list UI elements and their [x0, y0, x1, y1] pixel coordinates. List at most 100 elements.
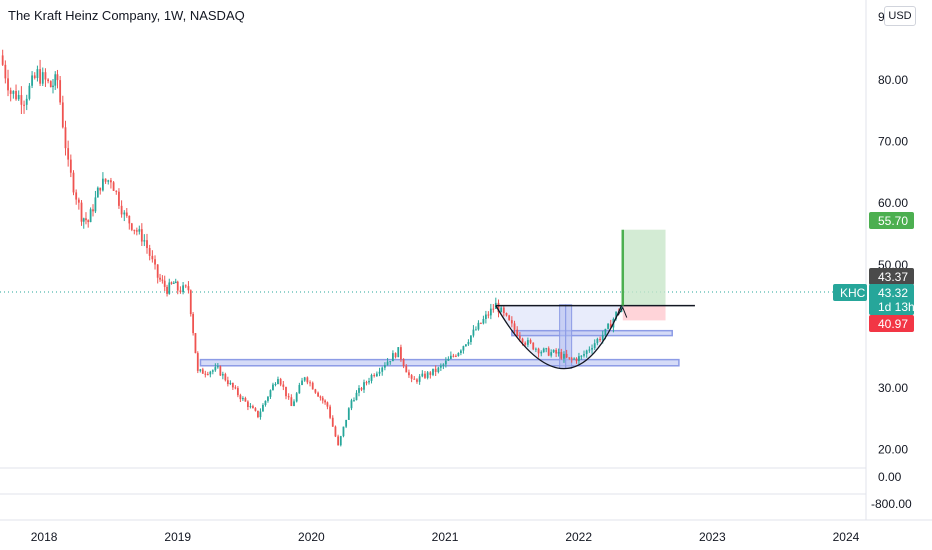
candle-body [487, 314, 490, 316]
candle-body [526, 340, 529, 345]
candle-body [607, 323, 609, 329]
candle-body [115, 190, 118, 192]
price-tick-label: 60.00 [878, 196, 908, 210]
cup-curve [495, 305, 623, 370]
candle-body [99, 187, 102, 191]
candle-body [459, 350, 462, 353]
candle-body [345, 419, 348, 427]
candle-body [524, 342, 527, 345]
candle-body [591, 348, 593, 350]
candle-body [295, 393, 298, 402]
time-marker-band [559, 304, 567, 369]
candle-body [274, 383, 277, 385]
bar-countdown-label: 1d 13h [878, 300, 915, 314]
candle-body [206, 374, 209, 376]
candle-body [326, 402, 329, 407]
candle-body [604, 328, 607, 336]
candle-body [410, 375, 413, 379]
candle-body [408, 372, 410, 376]
candle-body [588, 349, 591, 351]
time-tick-label: 2018 [31, 530, 58, 544]
candle-body [23, 104, 25, 106]
candle-body [449, 355, 452, 359]
candle-body [257, 410, 259, 418]
candle-body [12, 90, 15, 94]
candle-body [497, 302, 500, 313]
candle-body [437, 367, 440, 373]
candle-body [279, 379, 282, 385]
indicator-tick-label: -800.00 [871, 497, 912, 511]
svg-text:55.70: 55.70 [878, 214, 908, 228]
candle-body [231, 382, 234, 388]
candle-body [442, 364, 445, 366]
candle-body [418, 376, 421, 382]
candle-body [49, 81, 52, 88]
candle-body [59, 80, 62, 103]
candle-body [542, 348, 545, 353]
candle-body [244, 398, 247, 402]
time-tick-label: 2019 [164, 530, 191, 544]
candle-body [252, 406, 254, 409]
candle-body [334, 426, 337, 437]
candle-body [214, 367, 217, 371]
candle-body [209, 371, 212, 375]
time-axis: 2018 2019 2020 2021 2022 2023 2024 [31, 530, 860, 544]
candle-body [72, 172, 75, 193]
candle-body [329, 406, 331, 418]
symbol-badge-label: KHC [840, 286, 866, 300]
candle-body [416, 379, 418, 382]
candle-body [583, 354, 585, 356]
last-price-label: 43.32 [878, 286, 908, 300]
candle-body [370, 375, 373, 381]
candle-body [319, 396, 322, 398]
candle-body [392, 353, 394, 362]
candle-body [120, 205, 123, 215]
candle-body [163, 280, 166, 287]
candle-body [254, 408, 257, 411]
candle-body [52, 85, 54, 88]
support-zone [199, 358, 680, 367]
candle-body [378, 371, 381, 374]
entry-price-tag: 43.37 [869, 268, 914, 285]
candle-body [400, 347, 402, 360]
candle-body [264, 400, 267, 405]
candle-body [615, 311, 617, 319]
candle-body [221, 374, 224, 376]
support-zone [511, 329, 673, 337]
candle-body [405, 366, 408, 373]
candle-body [484, 314, 487, 320]
candle-body [601, 335, 604, 341]
candle-body [259, 411, 262, 418]
candle-body [389, 361, 392, 363]
candle-body [82, 218, 85, 222]
candle-body [467, 342, 470, 345]
symbol-price-tag[interactable]: KHC 43.32 1d 13h [833, 284, 915, 315]
candle-body [216, 366, 219, 368]
candle-body [306, 377, 309, 383]
candle-body [138, 229, 141, 232]
candle-body [552, 349, 555, 353]
candle-body [25, 98, 28, 105]
candle-body [557, 352, 560, 354]
candle-body [462, 346, 465, 351]
candle-body [573, 358, 576, 360]
candle-body [421, 373, 424, 377]
candle-body [33, 75, 36, 79]
candle-body [540, 352, 543, 354]
candle-body [7, 78, 9, 91]
candle-body [192, 314, 195, 334]
price-tick-label: 70.00 [878, 135, 908, 149]
pattern-layer [495, 229, 695, 370]
candle-body [56, 74, 59, 81]
candle-body [381, 367, 384, 372]
currency-button[interactable]: USD [884, 6, 916, 26]
candle-body [529, 340, 532, 343]
svg-text:43.37: 43.37 [878, 270, 908, 284]
candle-body [570, 358, 573, 360]
candle-body [547, 348, 550, 356]
candle-body [482, 319, 485, 324]
candle-body [585, 350, 588, 355]
candle-body [355, 392, 358, 401]
candle-body [118, 191, 120, 206]
